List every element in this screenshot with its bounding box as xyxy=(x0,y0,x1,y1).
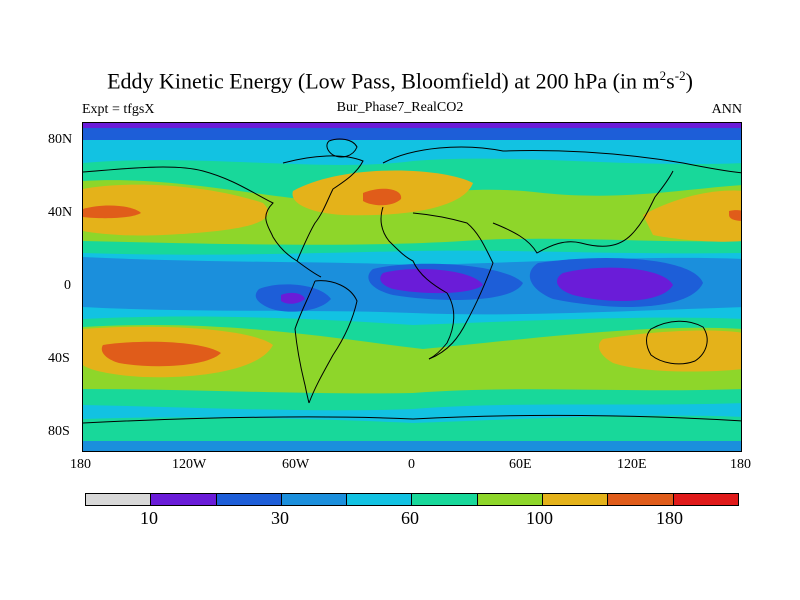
colorbar-swatch-0 xyxy=(86,494,152,505)
nh-pacific-jet-west xyxy=(83,184,269,236)
colorbar-swatch-8 xyxy=(608,494,674,505)
experiment-label: Expt = tfgsX xyxy=(82,102,155,117)
nh-pacific-jet-east xyxy=(643,190,741,242)
lon-label-120w: 120W xyxy=(172,457,207,472)
lat-label-80s: 80S xyxy=(48,424,70,439)
australia-coast xyxy=(646,320,708,365)
south-america-east-coast xyxy=(308,280,358,404)
colorbar-label-30: 30 xyxy=(271,508,289,528)
plot-title: Eddy Kinetic Energy (Low Pass, Bloomfiel… xyxy=(107,68,693,94)
colorbar-swatch-2 xyxy=(216,494,282,505)
tropical-indopacific-core xyxy=(557,267,673,301)
lon-label-60e: 60E xyxy=(509,457,532,472)
sh-indian-jet xyxy=(598,330,741,372)
lon-label-0: 0 xyxy=(408,457,415,472)
lon-label-120e: 120E xyxy=(617,457,647,472)
map-panel xyxy=(82,122,742,452)
africa-west-coast xyxy=(380,206,448,294)
sh-subpolar-band xyxy=(83,415,741,441)
lon-label-180e: 180 xyxy=(730,457,751,472)
colorbar-label-100: 100 xyxy=(526,508,553,528)
colorbar-swatch-5 xyxy=(412,494,478,505)
lat-label-0: 0 xyxy=(64,278,71,293)
south-polar-band xyxy=(83,441,741,451)
nh-band-100 xyxy=(83,180,741,245)
season-label: ANN xyxy=(711,102,742,117)
plot-subtitle: Bur_Phase7_RealCO2 xyxy=(336,100,464,115)
tropical-america-core xyxy=(281,292,305,304)
coastlines xyxy=(83,138,741,424)
nh-pacific-max-west xyxy=(83,205,141,219)
colorbar-label-60: 60 xyxy=(401,508,419,528)
colorbar-swatch-3 xyxy=(281,494,348,505)
eurasia-north-coast xyxy=(382,146,741,174)
lon-label-180w: 180 xyxy=(70,457,91,472)
colorbar-swatch-6 xyxy=(477,494,544,505)
lon-label-60w: 60W xyxy=(282,457,310,472)
antarctica-coast xyxy=(83,414,741,424)
tropical-africa-core xyxy=(380,269,483,294)
north-polar-band xyxy=(83,128,741,140)
lat-label-40n: 40N xyxy=(48,205,73,220)
africa-east-coast xyxy=(412,212,494,360)
contour-map xyxy=(83,123,741,451)
lat-label-80n: 80N xyxy=(48,132,73,147)
asia-south-coast xyxy=(492,170,674,254)
north-pole-band xyxy=(83,123,741,128)
sh-pacific-max xyxy=(101,341,221,367)
colorbar-label-180: 180 xyxy=(656,508,683,528)
colorbar-label-10: 10 xyxy=(140,508,158,528)
colorbar-swatch-4 xyxy=(347,494,413,505)
colorbar-swatch-7 xyxy=(543,494,609,505)
south-america-west-coast xyxy=(294,280,316,404)
nh-atlantic-max xyxy=(363,188,402,206)
colorbar xyxy=(85,493,739,506)
africa-southern-coast xyxy=(428,292,455,360)
nh-pacific-max-east xyxy=(729,210,741,221)
north-america-west-coast xyxy=(83,166,322,278)
lat-label-40s: 40S xyxy=(48,351,70,366)
colorbar-swatch-9 xyxy=(673,494,738,505)
colorbar-swatch-1 xyxy=(151,494,217,505)
greenland-coast xyxy=(326,138,358,158)
